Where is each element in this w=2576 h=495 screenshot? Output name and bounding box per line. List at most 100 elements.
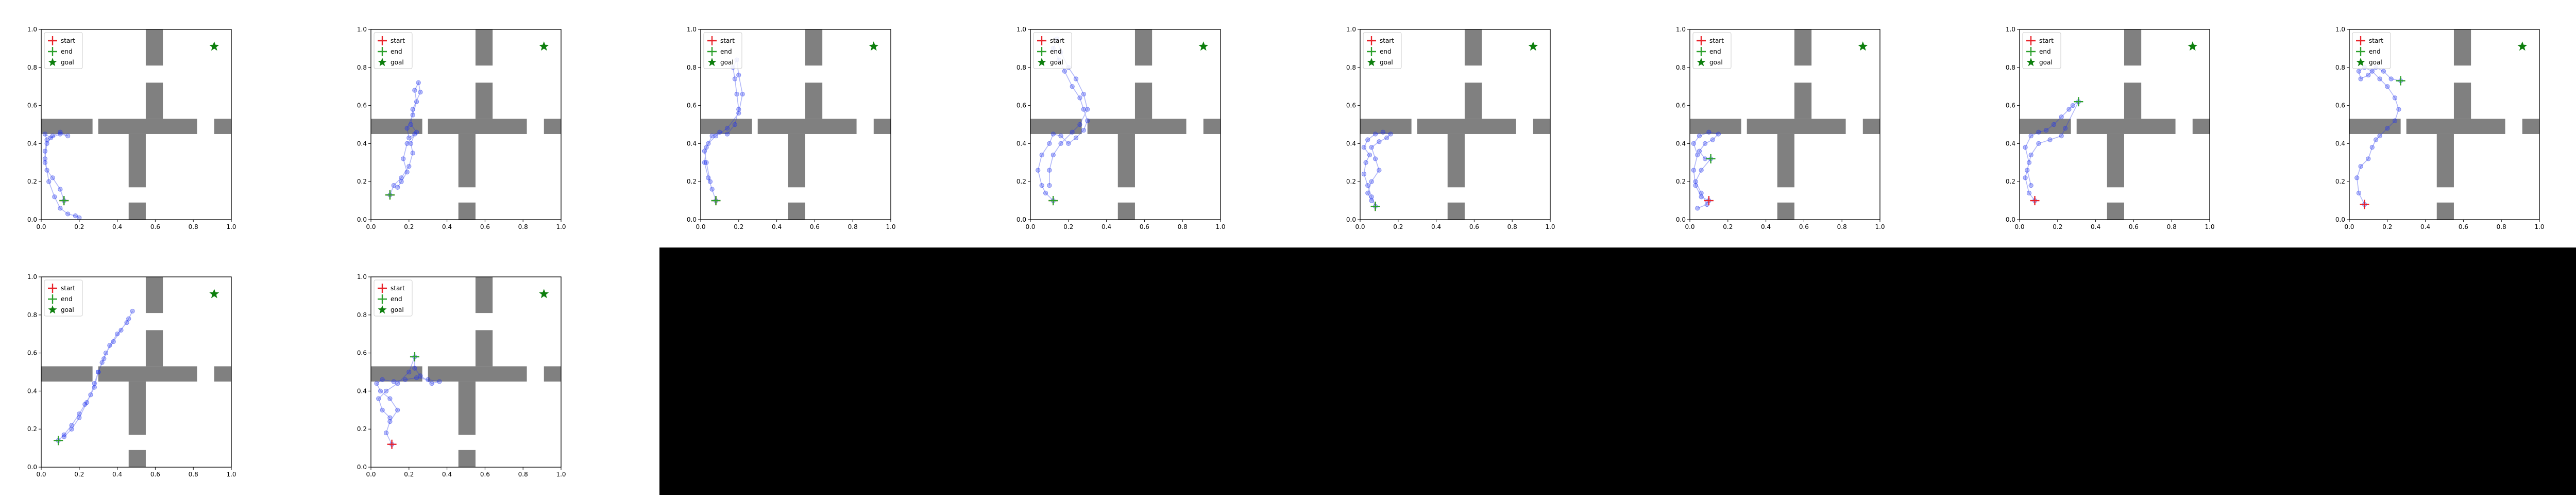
y-tick-label: 0.0 xyxy=(2006,216,2015,223)
legend-label-goal: goal xyxy=(2369,59,2382,66)
x-tick-label: 0.4 xyxy=(112,471,122,478)
trajectory-point xyxy=(111,339,116,344)
legend-label-end: end xyxy=(2039,48,2051,55)
wall xyxy=(41,366,93,382)
wall xyxy=(1690,119,1741,134)
legend-label-end: end xyxy=(1050,48,1062,55)
y-tick-label: 1.0 xyxy=(1346,26,1356,33)
x-tick-label: 0.2 xyxy=(734,223,743,230)
goal-marker xyxy=(869,41,879,51)
y-tick-label: 0.4 xyxy=(1676,140,1686,147)
trajectory-point xyxy=(42,160,47,165)
x-tick-label: 0.0 xyxy=(1685,223,1694,230)
legend-label-end: end xyxy=(391,295,402,303)
legend-start-marker xyxy=(48,36,57,45)
trajectory-point xyxy=(1372,156,1378,161)
trajectory-point xyxy=(707,179,713,184)
axes-frame xyxy=(700,29,891,220)
trajectory-point xyxy=(1081,127,1086,133)
end-marker xyxy=(59,196,69,206)
trajectory-point xyxy=(717,129,722,135)
trajectory-point xyxy=(77,411,82,417)
y-tick-label: 0.6 xyxy=(1016,102,1026,109)
wall xyxy=(128,381,146,435)
y-tick-label: 0.8 xyxy=(1346,64,1356,71)
trajectory-point xyxy=(2377,134,2382,139)
trajectory-point xyxy=(1050,131,1056,137)
wall xyxy=(214,119,231,134)
y-tick-label: 0.2 xyxy=(357,425,367,433)
wall xyxy=(2107,134,2124,188)
trajectory-point xyxy=(387,396,393,401)
trajectory-point xyxy=(73,213,78,219)
trajectory-point xyxy=(1361,145,1366,150)
y-tick-label: 0.4 xyxy=(2335,140,2345,147)
wall xyxy=(128,134,146,188)
x-tick-label: 0.6 xyxy=(810,223,820,230)
x-tick-label: 1.0 xyxy=(556,223,566,230)
trajectory-point xyxy=(103,350,109,356)
trajectory-point xyxy=(376,396,381,401)
legend-start-marker xyxy=(1367,36,1376,45)
y-tick-label: 0.8 xyxy=(27,64,37,71)
goal-marker xyxy=(209,289,219,299)
trajectory-point xyxy=(1070,129,1075,135)
y-tick-label: 0.6 xyxy=(2006,102,2015,109)
trajectory-point xyxy=(88,392,93,398)
trajectory-point xyxy=(1077,122,1082,127)
trajectory-point xyxy=(437,379,442,384)
wall xyxy=(1794,82,1812,119)
legend-label-end: end xyxy=(61,295,73,303)
legend: start end goal xyxy=(44,279,83,317)
x-tick-label: 0.6 xyxy=(2129,223,2139,230)
legend-start-marker xyxy=(707,36,717,45)
x-tick-label: 1.0 xyxy=(2534,223,2544,230)
y-tick-label: 0.0 xyxy=(1676,216,1686,223)
x-tick-label: 0.6 xyxy=(150,223,160,230)
start-marker xyxy=(387,439,397,449)
wall xyxy=(2522,119,2539,134)
legend-goal-marker xyxy=(2026,58,2036,67)
legend-label-start: start xyxy=(1050,37,1064,44)
trajectory-point xyxy=(412,366,417,371)
x-tick-label: 0.6 xyxy=(480,471,490,478)
x-tick-label: 0.6 xyxy=(1469,223,1479,230)
wall xyxy=(1464,29,1482,66)
end-marker xyxy=(1048,196,1058,206)
trajectory-point xyxy=(2377,76,2382,81)
axes-frame xyxy=(41,276,232,468)
trajectory-point xyxy=(412,88,417,93)
trajectory-point xyxy=(1691,168,1696,173)
legend-goal-marker xyxy=(48,58,57,67)
trajectory-point xyxy=(2358,76,2363,81)
trajectory-point xyxy=(46,179,52,184)
trajectory-point xyxy=(2036,129,2041,135)
trajectory-point xyxy=(1077,95,1082,101)
trajectory-point xyxy=(399,179,404,184)
wall xyxy=(371,119,422,134)
wall xyxy=(475,29,493,66)
wall xyxy=(805,29,823,66)
legend-label-goal: goal xyxy=(1050,59,1063,66)
legend-end-marker xyxy=(1697,47,1706,56)
wall xyxy=(2107,202,2124,220)
x-tick-label: 0.4 xyxy=(2420,223,2430,230)
trajectory-point xyxy=(1377,168,1382,173)
goal-marker xyxy=(539,41,549,51)
trajectory-point xyxy=(92,385,97,390)
wall xyxy=(371,366,422,382)
trajectory-point xyxy=(399,175,404,180)
y-tick-label: 1.0 xyxy=(357,273,367,280)
legend-end-marker xyxy=(378,47,387,56)
trajectory-point xyxy=(2023,175,2028,180)
trajectory-point xyxy=(383,388,389,394)
legend-goal-marker xyxy=(2356,58,2365,67)
legend-label-goal: goal xyxy=(1709,59,1723,66)
end-marker xyxy=(54,436,63,446)
wall xyxy=(458,134,476,188)
legend-label-end: end xyxy=(720,48,732,55)
trajectory-point xyxy=(732,76,738,81)
wall xyxy=(544,119,561,134)
trajectory-point xyxy=(429,381,434,386)
trajectory-point xyxy=(1699,194,1704,200)
